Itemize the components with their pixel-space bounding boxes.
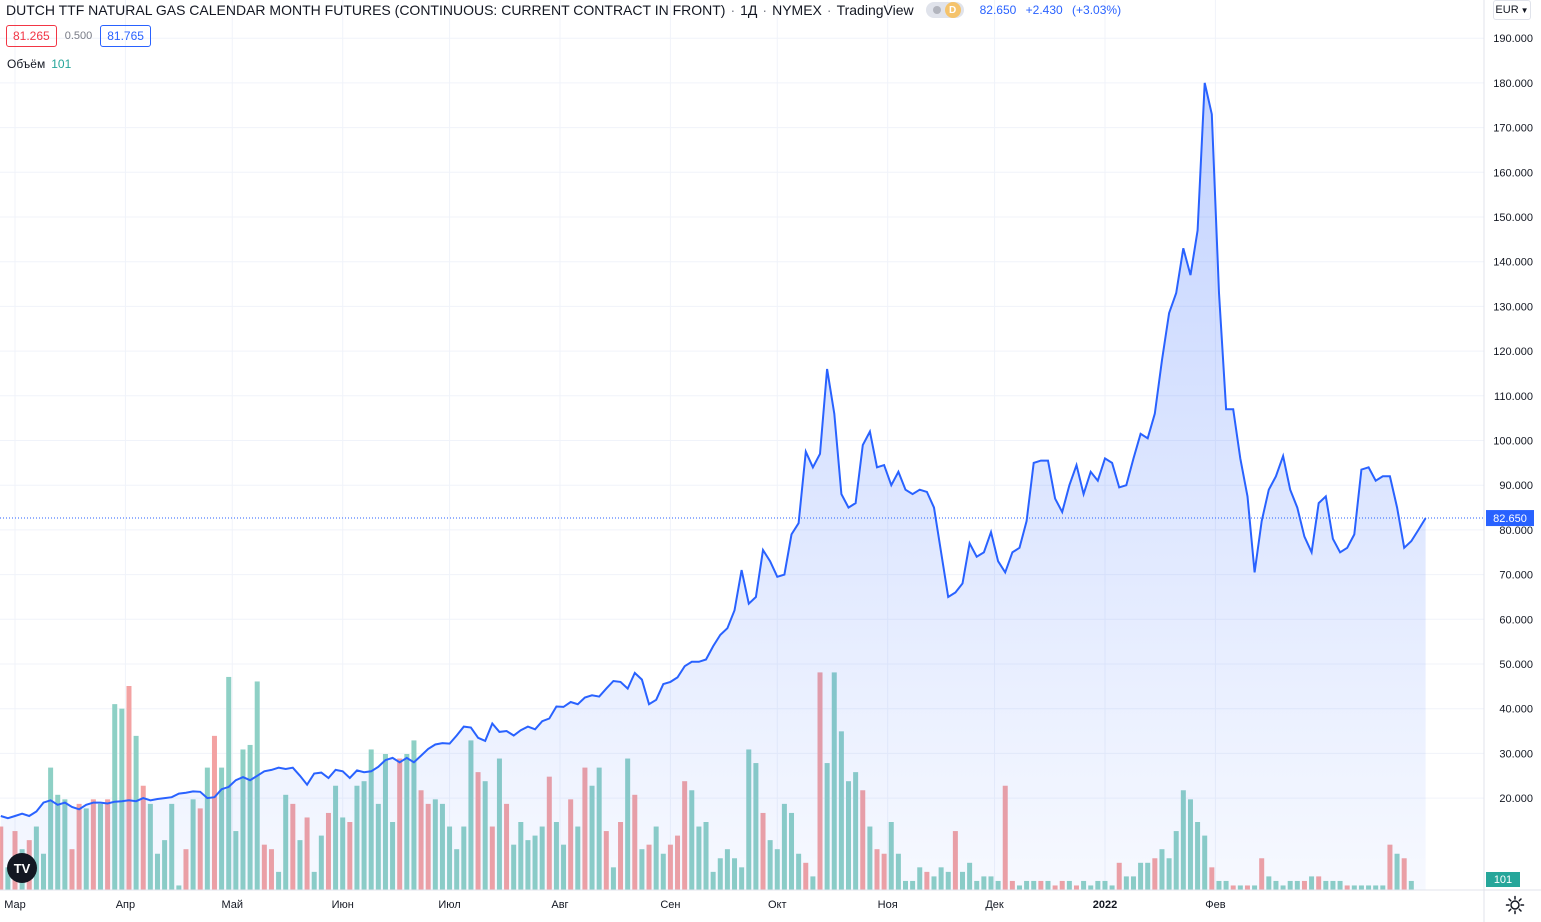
x-tick-label: Авг: [551, 899, 568, 911]
last-price: 82.650: [979, 3, 1017, 17]
currency-selector[interactable]: EUR ▼: [1493, 0, 1531, 20]
volume-label: Объём: [7, 57, 46, 71]
buy-price-button[interactable]: 81.765: [100, 25, 151, 47]
source-label: TradingView: [836, 2, 914, 18]
price-axis[interactable]: 20.000 30.000 40.000 50.000 60.000 70.000 80.0…: [1493, 33, 1533, 805]
volume-bar: [112, 704, 118, 890]
chart-grid: [0, 0, 1484, 890]
x-tick-label: Июл: [438, 899, 460, 911]
x-tick-label: Апр: [116, 899, 135, 911]
y-tick-label: 130.000: [1493, 301, 1533, 313]
bid-ask-row: 81.265 0.500 81.765: [6, 25, 151, 47]
x-tick-label: 2022: [1093, 899, 1117, 911]
y-tick-label: 30.000: [1499, 748, 1533, 760]
tradingview-logo-icon[interactable]: TV: [7, 853, 37, 883]
separator-dot: ·: [730, 2, 736, 18]
symbol-title[interactable]: DUTCH TTF NATURAL GAS CALENDAR MONTH FUT…: [6, 2, 726, 18]
y-tick-label: 120.000: [1493, 346, 1533, 358]
volume-value: 101: [51, 57, 72, 71]
status-dot-icon: [932, 6, 941, 14]
x-tick-label: Мар: [4, 899, 26, 911]
last-volume-label: 101: [1486, 872, 1520, 887]
y-tick-label: 100.000: [1493, 436, 1533, 448]
y-tick-label: 60.000: [1499, 614, 1533, 626]
time-axis[interactable]: Мар Апр Май Июн Июл Авг Сен Окт Ноя Дек 2022 Фев: [4, 899, 1225, 911]
y-tick-label: 20.000: [1499, 793, 1533, 805]
interval-label[interactable]: 1Д: [740, 2, 758, 18]
chevron-down-icon: ▼: [1520, 5, 1529, 15]
sell-price-button[interactable]: 81.265: [6, 25, 57, 47]
last-price-label: 82.650: [1486, 510, 1534, 527]
price-area-fill: [0, 82, 1426, 890]
y-tick-label: 40.000: [1499, 704, 1533, 716]
y-tick-label: 180.000: [1493, 78, 1533, 90]
x-tick-label: Сен: [660, 899, 680, 911]
y-tick-label: 110.000: [1494, 391, 1533, 403]
separator-dot: ·: [762, 2, 768, 18]
spread-value: 0.500: [64, 30, 93, 42]
x-tick-label: Ноя: [878, 899, 898, 911]
x-tick-label: Дек: [985, 899, 1004, 911]
y-tick-label: 70.000: [1499, 570, 1533, 582]
x-tick-label: Окт: [768, 899, 787, 911]
volume-legend[interactable]: Объём 101: [7, 57, 71, 71]
y-tick-label: 190.000: [1493, 33, 1533, 45]
price-change-percent: (+3.03%): [1072, 3, 1122, 17]
chart-header: DUTCH TTF NATURAL GAS CALENDAR MONTH FUT…: [6, 0, 1127, 20]
x-tick-label: Фев: [1205, 899, 1225, 911]
settings-gear-icon[interactable]: [1505, 895, 1525, 915]
y-tick-label: 50.000: [1499, 659, 1533, 671]
svg-text:TV: TV: [14, 861, 31, 876]
price-line: [0, 82, 1427, 820]
delayed-badge-icon: D: [944, 2, 961, 18]
last-volume-text: 101: [1494, 874, 1512, 886]
x-tick-label: Июн: [332, 899, 354, 911]
exchange-label: NYMEX: [772, 2, 822, 18]
y-tick-label: 80.000: [1499, 525, 1533, 537]
volume-bar: [226, 676, 232, 890]
currency-label: EUR: [1495, 4, 1519, 16]
x-tick-label: Май: [222, 899, 244, 911]
y-tick-label: 140.000: [1493, 257, 1533, 269]
quote-summary: 82.650 +2.430 (+3.03%): [980, 3, 1127, 17]
last-price-text: 82.650: [1493, 513, 1527, 525]
market-status-pill[interactable]: D: [925, 2, 964, 18]
y-tick-label: 160.000: [1493, 167, 1533, 179]
separator-dot: ·: [826, 2, 832, 18]
y-tick-label: 90.000: [1499, 480, 1533, 492]
volume-bar: [126, 686, 132, 890]
y-tick-label: 150.000: [1493, 212, 1533, 224]
volume-bar: [119, 708, 125, 890]
y-tick-label: 170.000: [1493, 123, 1533, 135]
price-change: +2.430: [1025, 3, 1063, 17]
